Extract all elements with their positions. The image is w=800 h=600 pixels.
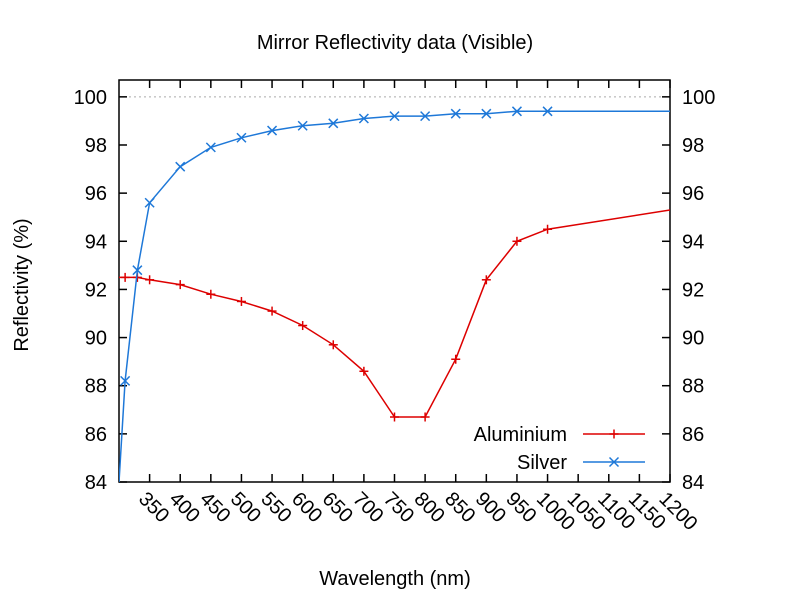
y-tick-label-left: 94 — [85, 231, 107, 253]
series-aluminium — [119, 209, 670, 422]
series — [119, 106, 670, 482]
data-point-aluminium — [451, 354, 461, 364]
x-tick-label: 900 — [471, 488, 510, 527]
data-point-silver — [511, 106, 522, 117]
legend-label-aluminium: Aluminium — [474, 424, 567, 446]
x-tick-label: 650 — [318, 488, 357, 527]
series-silver — [119, 106, 670, 482]
x-tick-label: 600 — [287, 488, 326, 527]
data-point-aluminium — [359, 366, 369, 376]
plot-frame — [118, 79, 671, 483]
y-tick-label-left: 96 — [85, 183, 107, 205]
data-point-aluminium — [120, 272, 130, 282]
data-point-aluminium — [298, 321, 308, 331]
y-tick-label-right: 100 — [682, 87, 715, 109]
data-point-silver — [358, 113, 369, 124]
x-axis-label: Wavelength (nm) — [319, 568, 471, 590]
data-point-aluminium — [481, 275, 491, 285]
data-point-silver — [267, 125, 278, 136]
data-point-silver — [205, 142, 216, 153]
x-tick-label: 450 — [195, 488, 234, 527]
x-tick-label: 400 — [165, 488, 204, 527]
chart-title: Mirror Reflectivity data (Visible) — [257, 32, 533, 54]
axes: 84 84 86 86 88 88 90 90 92 92 94 94 96 96 98 98 100 100 35… — [74, 79, 715, 535]
data-point-aluminium — [328, 340, 338, 350]
legend-entry-aluminium: Aluminium — [474, 424, 645, 446]
x-tick-label: 550 — [257, 488, 296, 527]
legend-marker-aluminium — [609, 429, 619, 439]
data-point-aluminium — [206, 289, 216, 299]
legend-marker-silver — [608, 456, 620, 468]
x-tick-label: 350 — [134, 488, 173, 527]
y-tick-label-right: 88 — [682, 376, 704, 398]
data-point-aluminium — [267, 306, 277, 316]
data-point-silver — [542, 106, 553, 117]
legend-entry-silver: Silver — [517, 452, 645, 474]
x-tick-label: 800 — [410, 488, 449, 527]
data-point-aluminium — [543, 224, 553, 234]
data-point-aluminium — [175, 280, 185, 290]
data-point-aluminium — [512, 236, 522, 246]
y-tick-label-right: 90 — [682, 328, 704, 350]
legend: Aluminium Silver — [474, 424, 645, 474]
x-tick-label: 750 — [379, 488, 418, 527]
data-point-silver — [389, 111, 400, 122]
data-point-silver — [481, 108, 492, 119]
data-point-silver — [120, 375, 131, 386]
y-tick-label-right: 98 — [682, 135, 704, 157]
y-tick-label-right: 84 — [682, 472, 704, 494]
data-point-silver — [420, 111, 431, 122]
data-point-aluminium — [390, 412, 399, 422]
y-tick-label-right: 94 — [682, 231, 704, 253]
y-axis-label: Reflectivity (%) — [11, 218, 33, 351]
y-tick-label-right: 92 — [682, 279, 704, 301]
y-tick-label-left: 90 — [85, 328, 107, 350]
data-point-silver — [175, 161, 186, 172]
x-tick-label: 500 — [226, 488, 265, 527]
x-tick-label: 850 — [440, 488, 479, 527]
y-tick-label-left: 86 — [85, 424, 107, 446]
y-tick-label-left: 98 — [85, 135, 107, 157]
data-point-silver — [450, 108, 461, 119]
y-tick-label-left: 88 — [85, 376, 107, 398]
data-point-silver — [297, 120, 308, 131]
data-point-aluminium — [236, 296, 246, 306]
series-line-silver — [119, 110, 670, 482]
data-point-silver — [236, 132, 247, 143]
x-tick-label: 700 — [348, 488, 387, 527]
x-tick-label: 950 — [501, 488, 540, 527]
y-tick-label-left: 84 — [85, 472, 107, 494]
y-tick-label-right: 96 — [682, 183, 704, 205]
data-point-aluminium — [420, 412, 430, 422]
y-tick-label-right: 86 — [682, 424, 704, 446]
data-point-silver — [144, 197, 155, 208]
data-point-silver — [328, 118, 339, 129]
y-tick-label-left: 92 — [85, 279, 107, 301]
series-line-aluminium — [119, 209, 670, 418]
legend-label-silver: Silver — [517, 452, 567, 474]
data-point-silver — [132, 265, 143, 276]
y-tick-label-left: 100 — [74, 87, 107, 109]
data-point-aluminium — [145, 275, 155, 285]
